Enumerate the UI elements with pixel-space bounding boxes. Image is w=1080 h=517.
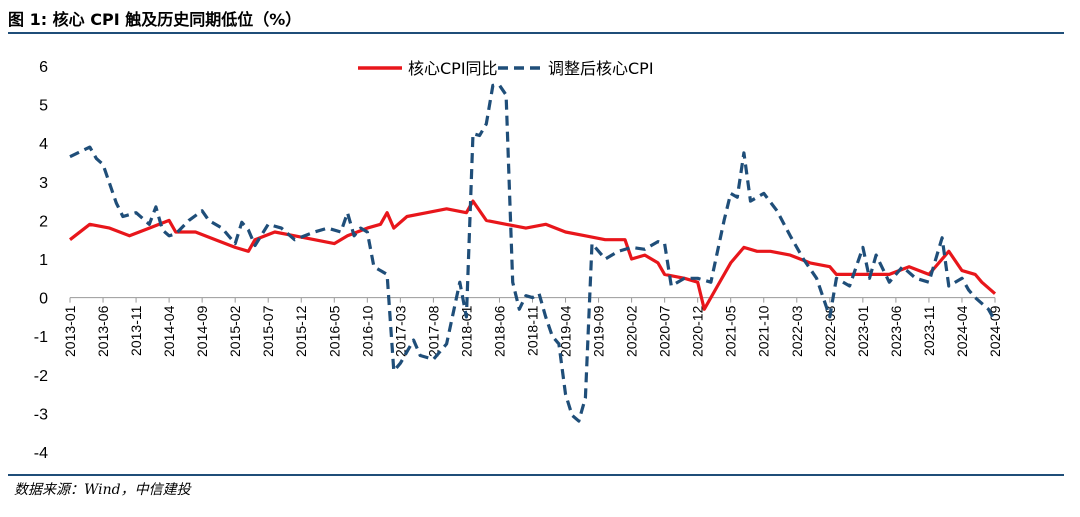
x-tick-label: 2020-02: [624, 305, 640, 357]
y-tick-label: 2: [39, 213, 48, 230]
y-tick-label: 4: [39, 136, 48, 153]
series-line-adjusted-core-cpi: [69, 83, 997, 423]
y-tick-label: -1: [34, 329, 48, 346]
y-tick-label: -4: [34, 445, 48, 462]
x-tick-label: 2023-11: [921, 305, 937, 356]
x-tick-label: 2016-05: [326, 305, 342, 357]
x-tick-label: 2014-04: [161, 305, 177, 357]
figure-title: 图 1: 核心 CPI 触及历史同期低位（%）: [8, 10, 302, 29]
x-tick-label: 2024-04: [954, 305, 970, 357]
x-tick-label: 2014-09: [194, 305, 210, 357]
x-tick-label: 2022-08: [822, 305, 838, 357]
chart-axes: -4 -3 -2 -1 0 1 2 3 4 5 6 2013-01 2013-06 2013-11 2014…: [34, 59, 1003, 462]
x-tick-label: 2015-12: [293, 305, 309, 357]
x-tick-label: 2013-11: [128, 305, 144, 356]
series-line-core-cpi: [69, 199, 997, 311]
chart-legend: 核心CPI同比 调整后核心CPI: [358, 59, 654, 78]
x-tick-label: 2023-06: [888, 305, 904, 357]
x-tick-label: 2017-03: [392, 305, 408, 357]
title-rule: [8, 32, 1064, 34]
y-tick-label: 0: [39, 291, 48, 308]
x-tick-label: 2015-07: [260, 305, 276, 357]
chart-series: [69, 83, 997, 423]
x-tick-label: 2020-07: [657, 305, 673, 357]
x-tick-label: 2018-06: [491, 305, 507, 357]
x-tick-label: 2015-02: [227, 305, 243, 357]
x-tick-label: 2021-10: [756, 305, 772, 357]
source-rule: [8, 474, 1064, 476]
y-tick-label: -2: [34, 368, 48, 385]
x-tick-label: 2019-04: [558, 305, 574, 357]
x-tick-label: 2020-12: [690, 305, 706, 357]
source-note: 数据来源：Wind，中信建投: [14, 482, 191, 498]
x-tick-label: 2022-03: [789, 305, 805, 357]
x-tick-label: 2021-05: [723, 305, 739, 357]
y-tick-label: 6: [39, 59, 48, 76]
x-tick-label: 2017-08: [425, 305, 441, 357]
x-tick-label: 2013-06: [95, 305, 111, 357]
x-tick-label: 2024-09: [987, 305, 1003, 357]
y-tick-label: 5: [39, 98, 48, 115]
legend-label-core-cpi: 核心CPI同比: [408, 59, 498, 78]
y-tick-label: 3: [39, 175, 48, 192]
x-tick-label: 2018-11: [525, 305, 541, 356]
y-tick-label: -3: [34, 406, 48, 423]
legend-label-adjusted-core-cpi: 调整后核心CPI: [548, 59, 654, 78]
x-tick-label: 2013-01: [62, 305, 78, 357]
x-tick-label: 2016-10: [359, 305, 375, 357]
x-tick-label: 2019-09: [591, 305, 607, 357]
x-tick-label: 2023-01: [855, 305, 871, 357]
x-tick-label: 2018-01: [458, 305, 474, 357]
y-tick-label: 1: [39, 252, 48, 269]
